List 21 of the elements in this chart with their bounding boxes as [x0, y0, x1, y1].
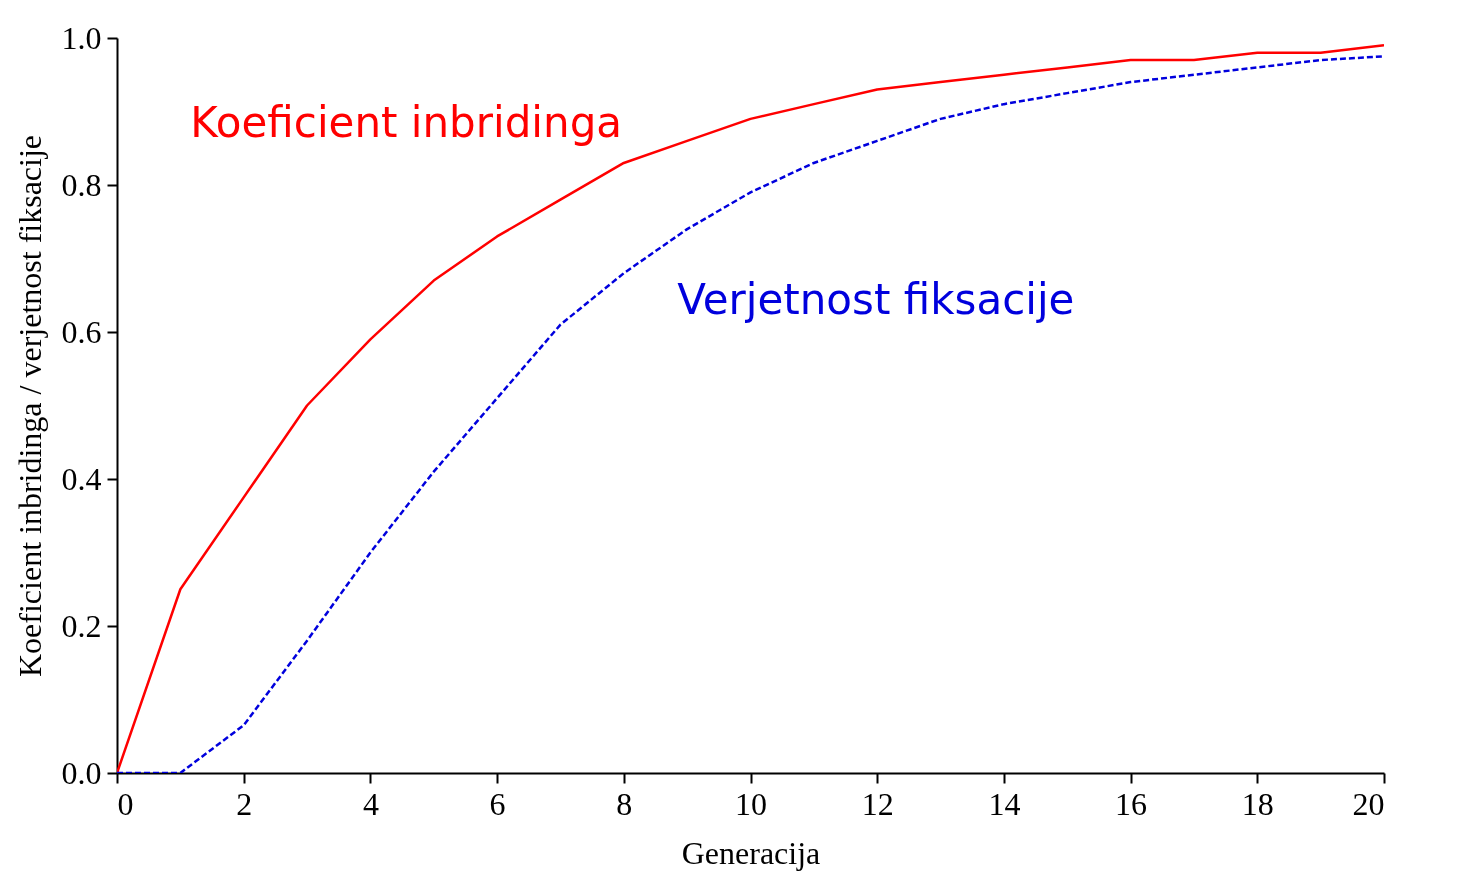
y-tick-label: 0.2 [61, 607, 102, 644]
x-tick-label: 2 [236, 785, 253, 822]
y-tick-label: 0.4 [61, 460, 102, 497]
x-axis-title: Generacija [681, 834, 821, 871]
y-tick-label: 0.8 [61, 166, 102, 203]
x-tick-label: 16 [1115, 785, 1148, 822]
x-tick-label: 20 [1352, 785, 1385, 822]
x-tick-label: 18 [1241, 785, 1274, 822]
y-tick-label: 0.6 [61, 313, 102, 350]
x-tick-label: 4 [362, 785, 379, 822]
series-label: Verjetnost fiksacije [677, 274, 1075, 324]
y-tick-label: 1.0 [61, 19, 102, 56]
y-tick-label: 0.0 [61, 754, 102, 791]
x-tick-label: 8 [616, 785, 633, 822]
y-axis-title: Koeficient inbridinga / verjetnost fiksacije [11, 134, 48, 678]
x-tick-label: 0 [117, 785, 134, 822]
x-tick-label: 12 [861, 785, 894, 822]
x-tick-label: 10 [735, 785, 767, 822]
x-tick-label: 6 [489, 785, 506, 822]
x-tick-label: 14 [988, 785, 1021, 822]
series-label: Koeficient inbridinga [190, 98, 623, 148]
